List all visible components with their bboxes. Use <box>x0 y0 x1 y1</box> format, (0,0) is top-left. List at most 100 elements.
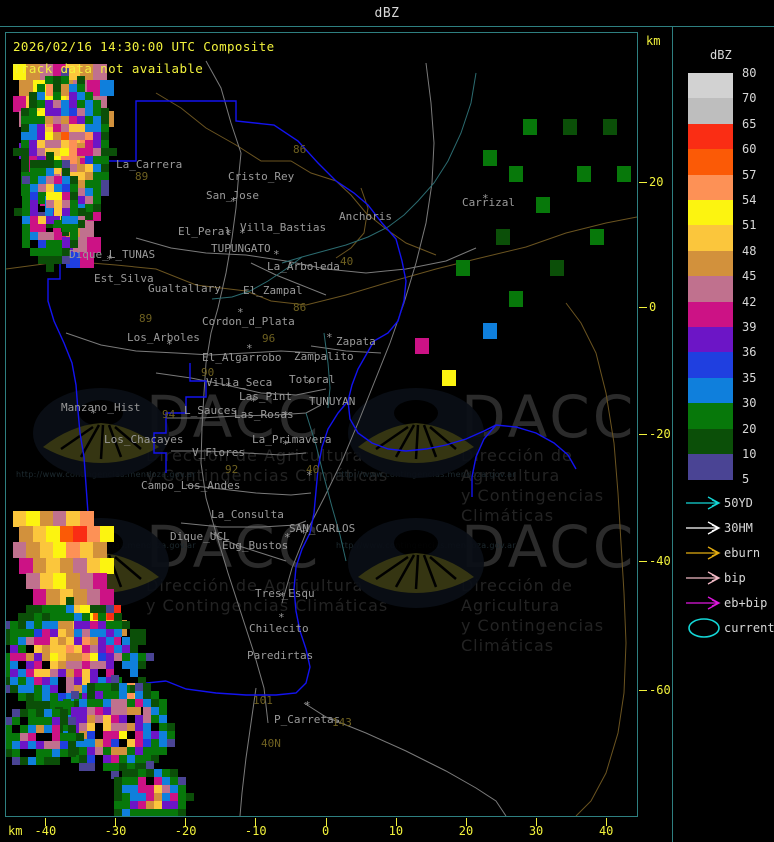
track-legend-row[interactable]: eb+bip <box>684 592 774 614</box>
radar-echo-cell <box>26 64 41 81</box>
radar-echo-cell <box>46 256 54 264</box>
radar-echo-cell <box>28 725 36 733</box>
radar-echo-cell <box>103 747 111 755</box>
radar-echo-cell <box>38 184 46 192</box>
colorbar-segment[interactable] <box>688 174 733 201</box>
track-legend-row[interactable]: current <box>684 617 774 639</box>
radar-echo-cell <box>143 723 151 731</box>
track-legend-row[interactable]: eburn <box>684 542 774 564</box>
radar-echo-cell <box>52 757 60 765</box>
radar-echo-cell <box>42 693 50 701</box>
radar-echo-cell <box>74 701 82 709</box>
radar-echo-cell <box>130 645 138 653</box>
radar-echo-cell <box>21 132 29 140</box>
radar-echo-cell <box>93 100 101 108</box>
colorbar-tick-label: 70 <box>742 91 757 106</box>
colorbar-segment[interactable] <box>688 149 733 176</box>
colorbar-segment[interactable] <box>688 454 733 480</box>
radar-echo-cell <box>45 132 53 140</box>
radar-echo-cell <box>62 248 70 256</box>
colorbar-tick-label: 80 <box>742 66 757 80</box>
radar-echo-cell <box>106 621 114 629</box>
x-axis-tick-label: -30 <box>104 824 127 838</box>
radar-echo-cell <box>30 160 38 168</box>
radar-echo-cell <box>69 124 77 132</box>
place-marker-icon: * <box>306 377 313 390</box>
radar-echo-cell <box>37 196 45 204</box>
radar-map-canvas[interactable]: DACC Dirección de Agricultura y Continge… <box>6 33 637 816</box>
radar-echo-cell <box>52 741 60 749</box>
radar-echo-cell <box>46 152 54 160</box>
radar-echo-cell <box>62 184 70 192</box>
radar-echo-cell <box>86 526 101 543</box>
radar-echo-cell <box>127 747 135 755</box>
radar-echo-cell <box>45 204 53 212</box>
track-legend-row[interactable]: bip <box>684 567 774 589</box>
radar-echo-cell <box>74 645 82 653</box>
radar-echo-cell <box>159 715 167 723</box>
radar-echo-cell <box>26 701 34 709</box>
x-axis-tick <box>395 818 397 826</box>
colorbar-segment[interactable] <box>688 403 733 430</box>
colorbar-segment[interactable] <box>688 98 733 125</box>
radar-echo-cell <box>20 733 28 741</box>
place-label: Villa_Bastias <box>240 221 327 234</box>
colorbar-segment[interactable] <box>688 276 733 303</box>
colorbar-segment[interactable] <box>688 200 733 226</box>
radar-echo-cell <box>138 637 146 645</box>
radar-echo-cell <box>12 717 20 725</box>
radar-echo-cell <box>61 132 69 140</box>
colorbar-segment[interactable] <box>688 377 733 404</box>
radar-echo-cell <box>21 116 29 124</box>
radar-echo-cell <box>111 731 119 739</box>
radar-echo-cell <box>42 677 50 685</box>
radar-echo-cell <box>101 172 109 180</box>
radar-echo-cell <box>12 95 27 112</box>
radar-echo-cell <box>135 699 143 707</box>
place-label: Zampalito <box>294 350 354 363</box>
track-legend-label: bip <box>724 571 746 585</box>
track-legend-row[interactable]: 30HM <box>684 517 774 539</box>
colorbar-segment[interactable] <box>688 301 733 328</box>
colorbar-segment[interactable] <box>688 250 733 277</box>
place-label: Carrizal <box>462 196 515 209</box>
place-label-layer: La_Carrera Cristo_Rey San_Jose * Villa_Basti… <box>6 33 637 816</box>
radar-echo-cell <box>69 108 77 116</box>
radar-echo-cell <box>6 653 10 661</box>
radar-echo-cell <box>37 124 45 132</box>
track-legend-row[interactable]: 50YD <box>684 492 774 514</box>
radar-echo-cell <box>37 84 45 92</box>
colorbar-segment[interactable] <box>688 73 733 99</box>
radar-echo-cell <box>39 573 54 590</box>
radar-echo-cell <box>62 256 70 264</box>
radar-echo-cell <box>93 180 101 188</box>
radar-echo-cell <box>54 176 62 184</box>
radar-echo-cell <box>93 541 108 558</box>
colorbar-segment[interactable] <box>688 327 733 353</box>
radar-echo-cell <box>130 801 138 809</box>
radar-echo-cell <box>30 184 38 192</box>
radar-echo-cell <box>127 739 135 747</box>
radar-map-panel[interactable]: DACC Dirección de Agricultura y Continge… <box>5 32 638 817</box>
radar-echo-cell <box>6 733 12 741</box>
radar-echo-cell <box>143 691 151 699</box>
radar-echo-cell <box>103 723 111 731</box>
place-label: San_Jose <box>206 189 259 202</box>
radar-echo-cell <box>38 168 46 176</box>
radar-echo-cell <box>135 739 143 747</box>
colorbar-tick-label: 30 <box>742 396 757 411</box>
radar-echo-cell <box>101 132 109 140</box>
radar-echo-cell <box>66 597 74 605</box>
colorbar-segment[interactable] <box>688 225 733 252</box>
radar-echo-cell <box>186 793 194 801</box>
colorbar-tick-label: 45 <box>742 269 757 284</box>
colorbar-segment[interactable] <box>688 123 733 150</box>
radar-echo-cell <box>87 683 95 691</box>
colorbar-segment[interactable] <box>688 428 733 455</box>
radar-echo-cell <box>119 683 127 691</box>
radar-echo-cell <box>46 200 54 208</box>
colorbar-segment[interactable] <box>688 352 733 379</box>
radar-echo-cell <box>66 605 74 613</box>
radar-echo-cell <box>44 741 52 749</box>
place-label: TUNUYAN <box>309 395 356 408</box>
